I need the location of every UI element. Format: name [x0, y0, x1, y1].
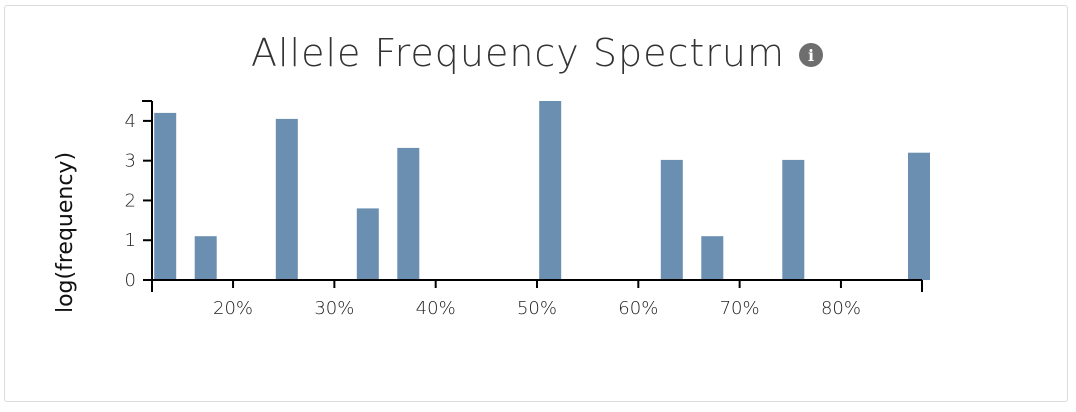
x-tick-label: 40%	[416, 298, 456, 319]
bar-8	[782, 159, 805, 280]
info-icon[interactable]: i	[799, 43, 824, 67]
bar-7	[701, 236, 724, 280]
y-tick-label: 2	[125, 190, 136, 211]
x-tick-label: 70%	[720, 298, 760, 319]
bar-3	[356, 208, 379, 280]
bar-5	[539, 101, 562, 280]
y-tick-label: 0	[125, 270, 136, 291]
bar-1	[194, 236, 217, 280]
bar-2	[275, 118, 298, 281]
y-axis-label: log(frequency)	[53, 152, 78, 313]
bar-9	[908, 152, 930, 280]
chart-panel: Allele Frequency Spectrum i	[4, 5, 1068, 402]
bar-0	[154, 112, 177, 281]
title-row: Allele Frequency Spectrum i	[5, 28, 1069, 78]
y-tick-label: 4	[125, 111, 136, 132]
x-tick-label: 50%	[517, 298, 557, 319]
x-tick-label: 30%	[314, 298, 354, 319]
bar-4	[397, 147, 420, 280]
x-tick-label: 80%	[821, 298, 861, 319]
y-tick-label: 1	[125, 230, 136, 251]
bar-6	[660, 159, 683, 280]
x-tick-label: 20%	[213, 298, 253, 319]
y-tick-label: 3	[125, 151, 136, 172]
chart-title: Allele Frequency Spectrum	[250, 31, 786, 75]
x-tick-label: 60%	[618, 298, 658, 319]
